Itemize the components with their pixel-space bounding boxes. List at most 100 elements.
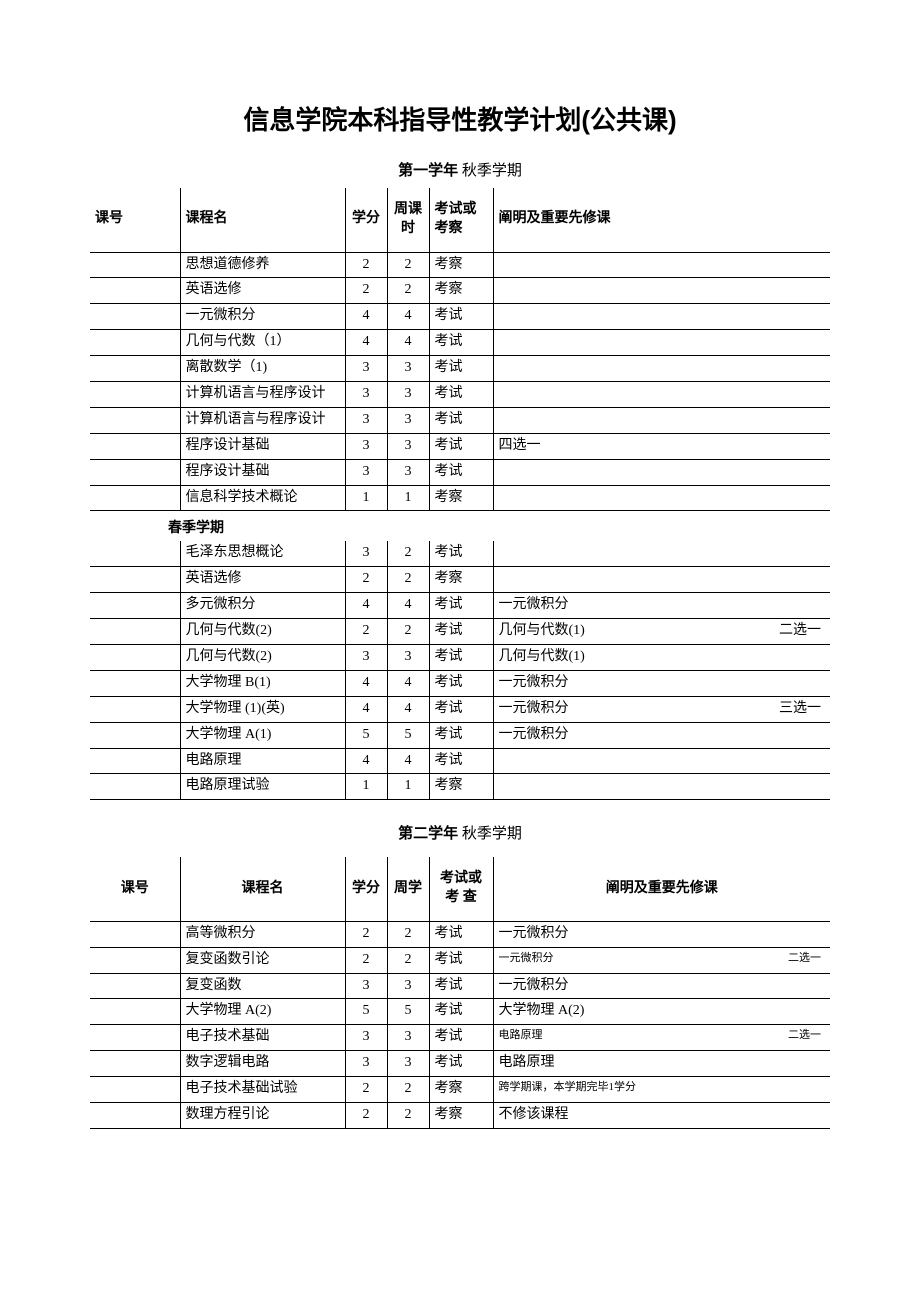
cell-num <box>90 1051 180 1077</box>
table-row: 数字逻辑电路33考试电路原理 <box>90 1051 830 1077</box>
cell-hours: 2 <box>387 619 429 645</box>
cell-num <box>90 1025 180 1051</box>
cell-credit: 5 <box>345 722 387 748</box>
cell-hours: 4 <box>387 330 429 356</box>
cell-name: 计算机语言与程序设计 <box>180 407 345 433</box>
cell-num <box>90 947 180 973</box>
cell-num <box>90 921 180 947</box>
table-row: 离散数学（1)33考试 <box>90 356 830 382</box>
cell-hours: 4 <box>387 670 429 696</box>
cell-exam: 考试 <box>429 696 493 722</box>
cell-exam: 考试 <box>429 1025 493 1051</box>
cell-name: 电路原理 <box>180 748 345 774</box>
cell-num <box>90 252 180 278</box>
cell-name: 程序设计基础 <box>180 433 345 459</box>
cell-num <box>90 973 180 999</box>
col-header-credit: 学分 <box>345 188 387 252</box>
cell-exam: 考试 <box>429 541 493 566</box>
note-text: 几何与代数(1) <box>499 622 585 641</box>
cell-credit: 3 <box>345 407 387 433</box>
cell-credit: 3 <box>345 459 387 485</box>
cell-name: 几何与代数(2) <box>180 644 345 670</box>
cell-num <box>90 278 180 304</box>
table-row: 复变函数引论22考试一元微积分二选一 <box>90 947 830 973</box>
cell-exam: 考试 <box>429 670 493 696</box>
cell-num <box>90 619 180 645</box>
col-header-hours: 周学 <box>387 857 429 921</box>
cell-credit: 2 <box>345 921 387 947</box>
table-header-row: 课号 课程名 学分 周课时 考试或考察 阐明及重要先修课 <box>90 188 830 252</box>
cell-name: 数理方程引论 <box>180 1103 345 1129</box>
cell-hours: 3 <box>387 433 429 459</box>
col-header-num: 课号 <box>90 188 180 252</box>
cell-num <box>90 567 180 593</box>
cell-note <box>493 381 830 407</box>
note-right: 三选一 <box>779 700 825 719</box>
cell-note <box>493 278 830 304</box>
table-row: 英语选修22考察 <box>90 567 830 593</box>
cell-exam: 考察 <box>429 567 493 593</box>
cell-hours: 3 <box>387 644 429 670</box>
cell-exam: 考察 <box>429 1103 493 1129</box>
table-row: 电路原理试验11考察 <box>90 774 830 800</box>
cell-exam: 考试 <box>429 973 493 999</box>
cell-name: 几何与代数(2) <box>180 619 345 645</box>
cell-note: 四选一 <box>493 433 830 459</box>
cell-hours: 3 <box>387 973 429 999</box>
cell-credit: 2 <box>345 252 387 278</box>
cell-num <box>90 593 180 619</box>
col-header-num: 课号 <box>90 857 180 921</box>
cell-exam: 考试 <box>429 593 493 619</box>
cell-num <box>90 774 180 800</box>
cell-exam: 考试 <box>429 619 493 645</box>
cell-name: 一元微积分 <box>180 304 345 330</box>
table-year1-fall: 课号 课程名 学分 周课时 考试或考察 阐明及重要先修课 思想道德修养22考察英… <box>90 188 830 511</box>
table-row: 复变函数33考试一元微积分 <box>90 973 830 999</box>
table-row: 电子技术基础试验22考察跨学期课，本学期完毕1学分 <box>90 1077 830 1103</box>
cell-credit: 1 <box>345 485 387 511</box>
cell-name: 英语选修 <box>180 278 345 304</box>
cell-note: 一元微积分三选一 <box>493 696 830 722</box>
cell-name: 英语选修 <box>180 567 345 593</box>
year1-bold: 第一学年 <box>398 162 458 179</box>
cell-credit: 4 <box>345 330 387 356</box>
col-header-name: 课程名 <box>180 857 345 921</box>
table-row: 多元微积分44考试一元微积分 <box>90 593 830 619</box>
cell-credit: 4 <box>345 696 387 722</box>
cell-num <box>90 722 180 748</box>
cell-hours: 1 <box>387 774 429 800</box>
cell-exam: 考试 <box>429 947 493 973</box>
cell-credit: 3 <box>345 356 387 382</box>
table-row: 大学物理 B(1)44考试一元微积分 <box>90 670 830 696</box>
cell-name: 大学物理 A(1) <box>180 722 345 748</box>
table-row: 英语选修22考察 <box>90 278 830 304</box>
cell-name: 多元微积分 <box>180 593 345 619</box>
cell-credit: 4 <box>345 593 387 619</box>
cell-name: 高等微积分 <box>180 921 345 947</box>
cell-hours: 4 <box>387 696 429 722</box>
cell-num <box>90 485 180 511</box>
cell-hours: 2 <box>387 947 429 973</box>
cell-credit: 3 <box>345 1025 387 1051</box>
cell-credit: 2 <box>345 278 387 304</box>
cell-hours: 4 <box>387 748 429 774</box>
table-row: 计算机语言与程序设计33考试 <box>90 381 830 407</box>
cell-exam: 考试 <box>429 722 493 748</box>
cell-num <box>90 433 180 459</box>
cell-num <box>90 381 180 407</box>
cell-exam: 考试 <box>429 459 493 485</box>
cell-name: 信息科学技术概论 <box>180 485 345 511</box>
col-header-name: 课程名 <box>180 188 345 252</box>
cell-hours: 2 <box>387 1103 429 1129</box>
note-text: 电路原理 <box>499 1028 543 1043</box>
cell-exam: 考试 <box>429 356 493 382</box>
cell-exam: 考试 <box>429 644 493 670</box>
cell-note: 一元微积分 <box>493 670 830 696</box>
cell-name: 大学物理 A(2) <box>180 999 345 1025</box>
cell-credit: 3 <box>345 381 387 407</box>
year2-bold: 第二学年 <box>398 825 458 842</box>
cell-credit: 2 <box>345 1077 387 1103</box>
cell-note <box>493 356 830 382</box>
cell-num <box>90 1103 180 1129</box>
cell-credit: 3 <box>345 541 387 566</box>
